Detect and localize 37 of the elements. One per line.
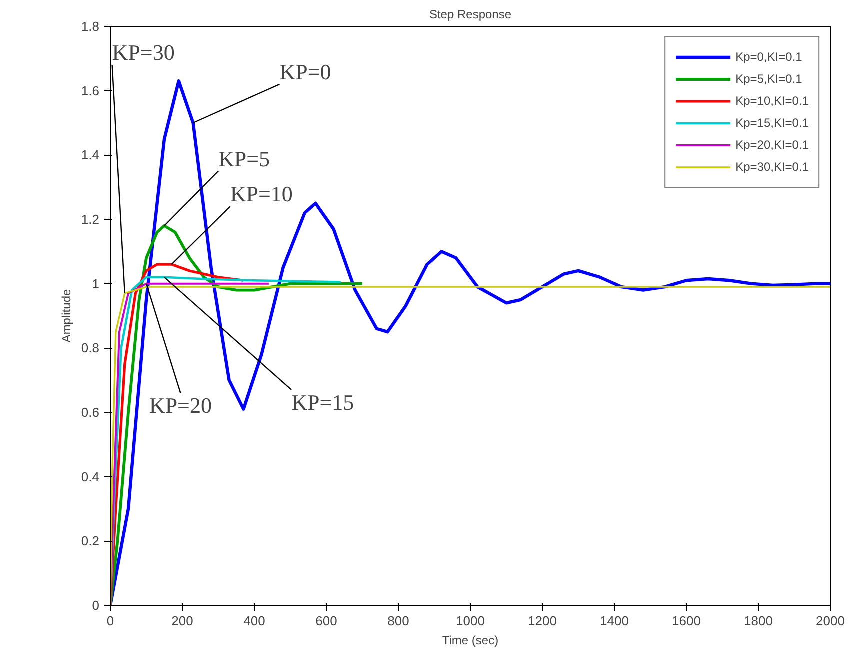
y-tick-label: 0.4: [81, 469, 100, 484]
y-tick-label: 1.4: [81, 148, 100, 163]
legend-label: Kp=20,KI=0.1: [736, 138, 809, 152]
annotation: KP=30: [112, 40, 175, 66]
annotation: KP=15: [292, 390, 354, 415]
line-series: [110, 286, 830, 606]
y-tick-label: 1: [92, 276, 100, 292]
legend-label: Kp=5,KI=0.1: [736, 72, 802, 86]
y-tick-label: 1.6: [81, 83, 100, 98]
annotation: KP=20: [149, 393, 212, 418]
annotation: KP=0: [280, 59, 332, 84]
y-tick-label: 1.8: [81, 19, 100, 34]
y-tick-label: 0.6: [81, 405, 100, 420]
legend-label: Kp=10,KI=0.1: [736, 94, 809, 108]
x-axis-title: Time (sec): [442, 634, 499, 648]
y-tick-label: 0.8: [81, 340, 100, 356]
chart-title: Step Response: [429, 8, 512, 22]
legend-label: Kp=0,KI=0.1: [736, 50, 802, 64]
x-tick-label: 200: [172, 614, 194, 628]
x-tick-label: 1600: [672, 614, 701, 628]
x-tick-label: 2000: [816, 614, 845, 628]
legend-label: Kp=15,KI=0.1: [736, 116, 809, 130]
x-tick-label: 600: [316, 614, 338, 628]
y-axis-title: Amplitude: [59, 288, 74, 343]
legend-label: Kp=30,KI=0.1: [736, 160, 809, 174]
x-tick-label: 1400: [600, 614, 629, 628]
annotation: KP=5: [218, 146, 270, 172]
y-tick-label: 0.2: [81, 534, 100, 549]
y-tick-label: 1.2: [81, 212, 100, 227]
x-tick-label: 0: [106, 614, 114, 628]
x-tick-label: 1800: [744, 614, 773, 628]
annotation: KP=10: [230, 182, 293, 207]
x-tick-label: 800: [388, 614, 410, 628]
y-tick-label: 0: [92, 598, 100, 613]
x-tick-label: 1200: [528, 614, 557, 628]
x-tick-label: 400: [244, 614, 266, 628]
x-tick-label: 1000: [456, 614, 485, 628]
